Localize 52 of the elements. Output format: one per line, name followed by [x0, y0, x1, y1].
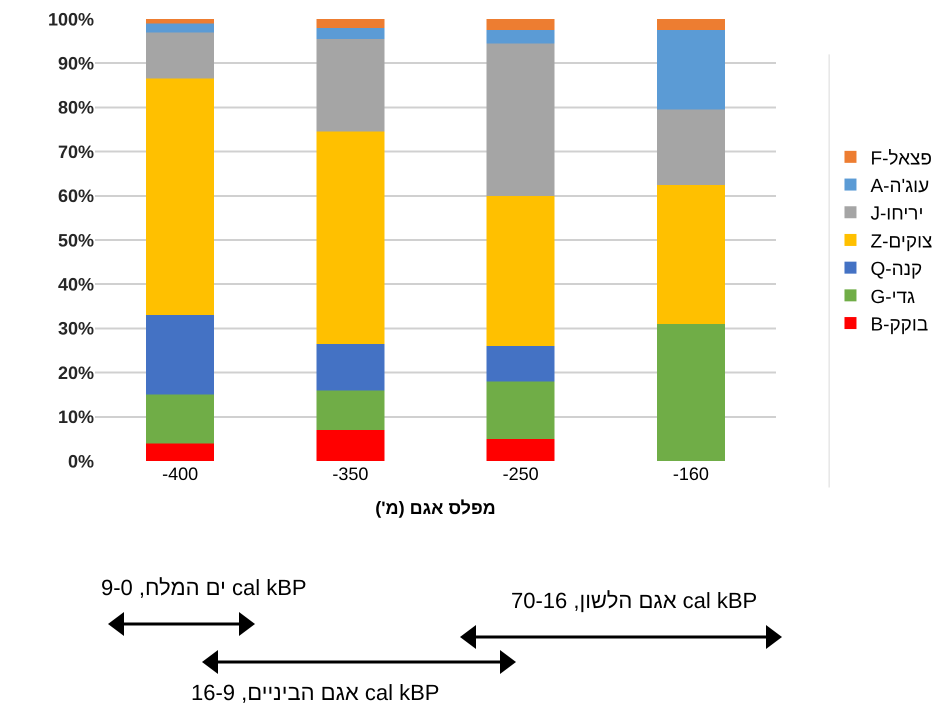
bar [316, 19, 384, 28]
x-tick-label: -160 [672, 464, 709, 484]
legend-label: Q-קנה [870, 259, 922, 280]
text: ים המלח, 9-0 cal kBP [101, 575, 307, 600]
bar [656, 19, 725, 30]
bar [486, 346, 555, 382]
y-tick-label: 0% [68, 451, 94, 472]
y-tick-label: 70% [58, 142, 94, 162]
x-tick-label: -350 [332, 464, 368, 484]
legend-label: Z-צוקים [870, 231, 932, 252]
y-tick-label: 60% [58, 186, 94, 206]
y-tick-label: 50% [58, 230, 94, 250]
bar [316, 132, 384, 344]
x-axis-title: מפלס אגם (מ') [375, 498, 496, 518]
y-tick-label: 90% [58, 54, 94, 74]
bar [316, 344, 384, 390]
bar [146, 32, 214, 79]
bar [656, 30, 725, 110]
bar [486, 196, 555, 346]
y-tick-label: 100% [48, 9, 94, 30]
legend-label: J-יריחו [870, 204, 924, 225]
bar [486, 43, 555, 196]
bar [146, 315, 214, 395]
y-tick-label: 80% [58, 98, 94, 118]
bar [146, 443, 214, 461]
text: אגם הלשון, 70-16 cal kBP [511, 588, 758, 613]
bar [656, 324, 725, 461]
text: אגם הביניים, 16-9 cal kBP [191, 680, 440, 705]
bar [146, 23, 214, 32]
bar [316, 28, 384, 39]
x-tick-label: -400 [162, 464, 198, 484]
bar [486, 438, 555, 461]
legend-label: F-פצאל [870, 148, 932, 170]
bar [316, 390, 384, 430]
bar [486, 19, 555, 30]
x-tick-label: -250 [502, 464, 539, 484]
y-tick-label: 10% [58, 407, 94, 428]
bar [656, 184, 725, 324]
bar [316, 430, 384, 461]
bar [146, 78, 214, 316]
legend-label: B-בוקק [870, 314, 928, 336]
bar [486, 30, 555, 44]
bar [656, 110, 725, 185]
bar [146, 19, 214, 24]
bar [486, 381, 555, 439]
bar [316, 38, 384, 132]
y-tick-label: 30% [58, 318, 94, 339]
bar [146, 394, 214, 444]
legend-label: A-עוג'ה [870, 176, 930, 197]
legend-label: G-גדי [870, 286, 916, 308]
y-tick-label: 20% [58, 362, 94, 383]
y-tick-label: 40% [58, 274, 94, 294]
